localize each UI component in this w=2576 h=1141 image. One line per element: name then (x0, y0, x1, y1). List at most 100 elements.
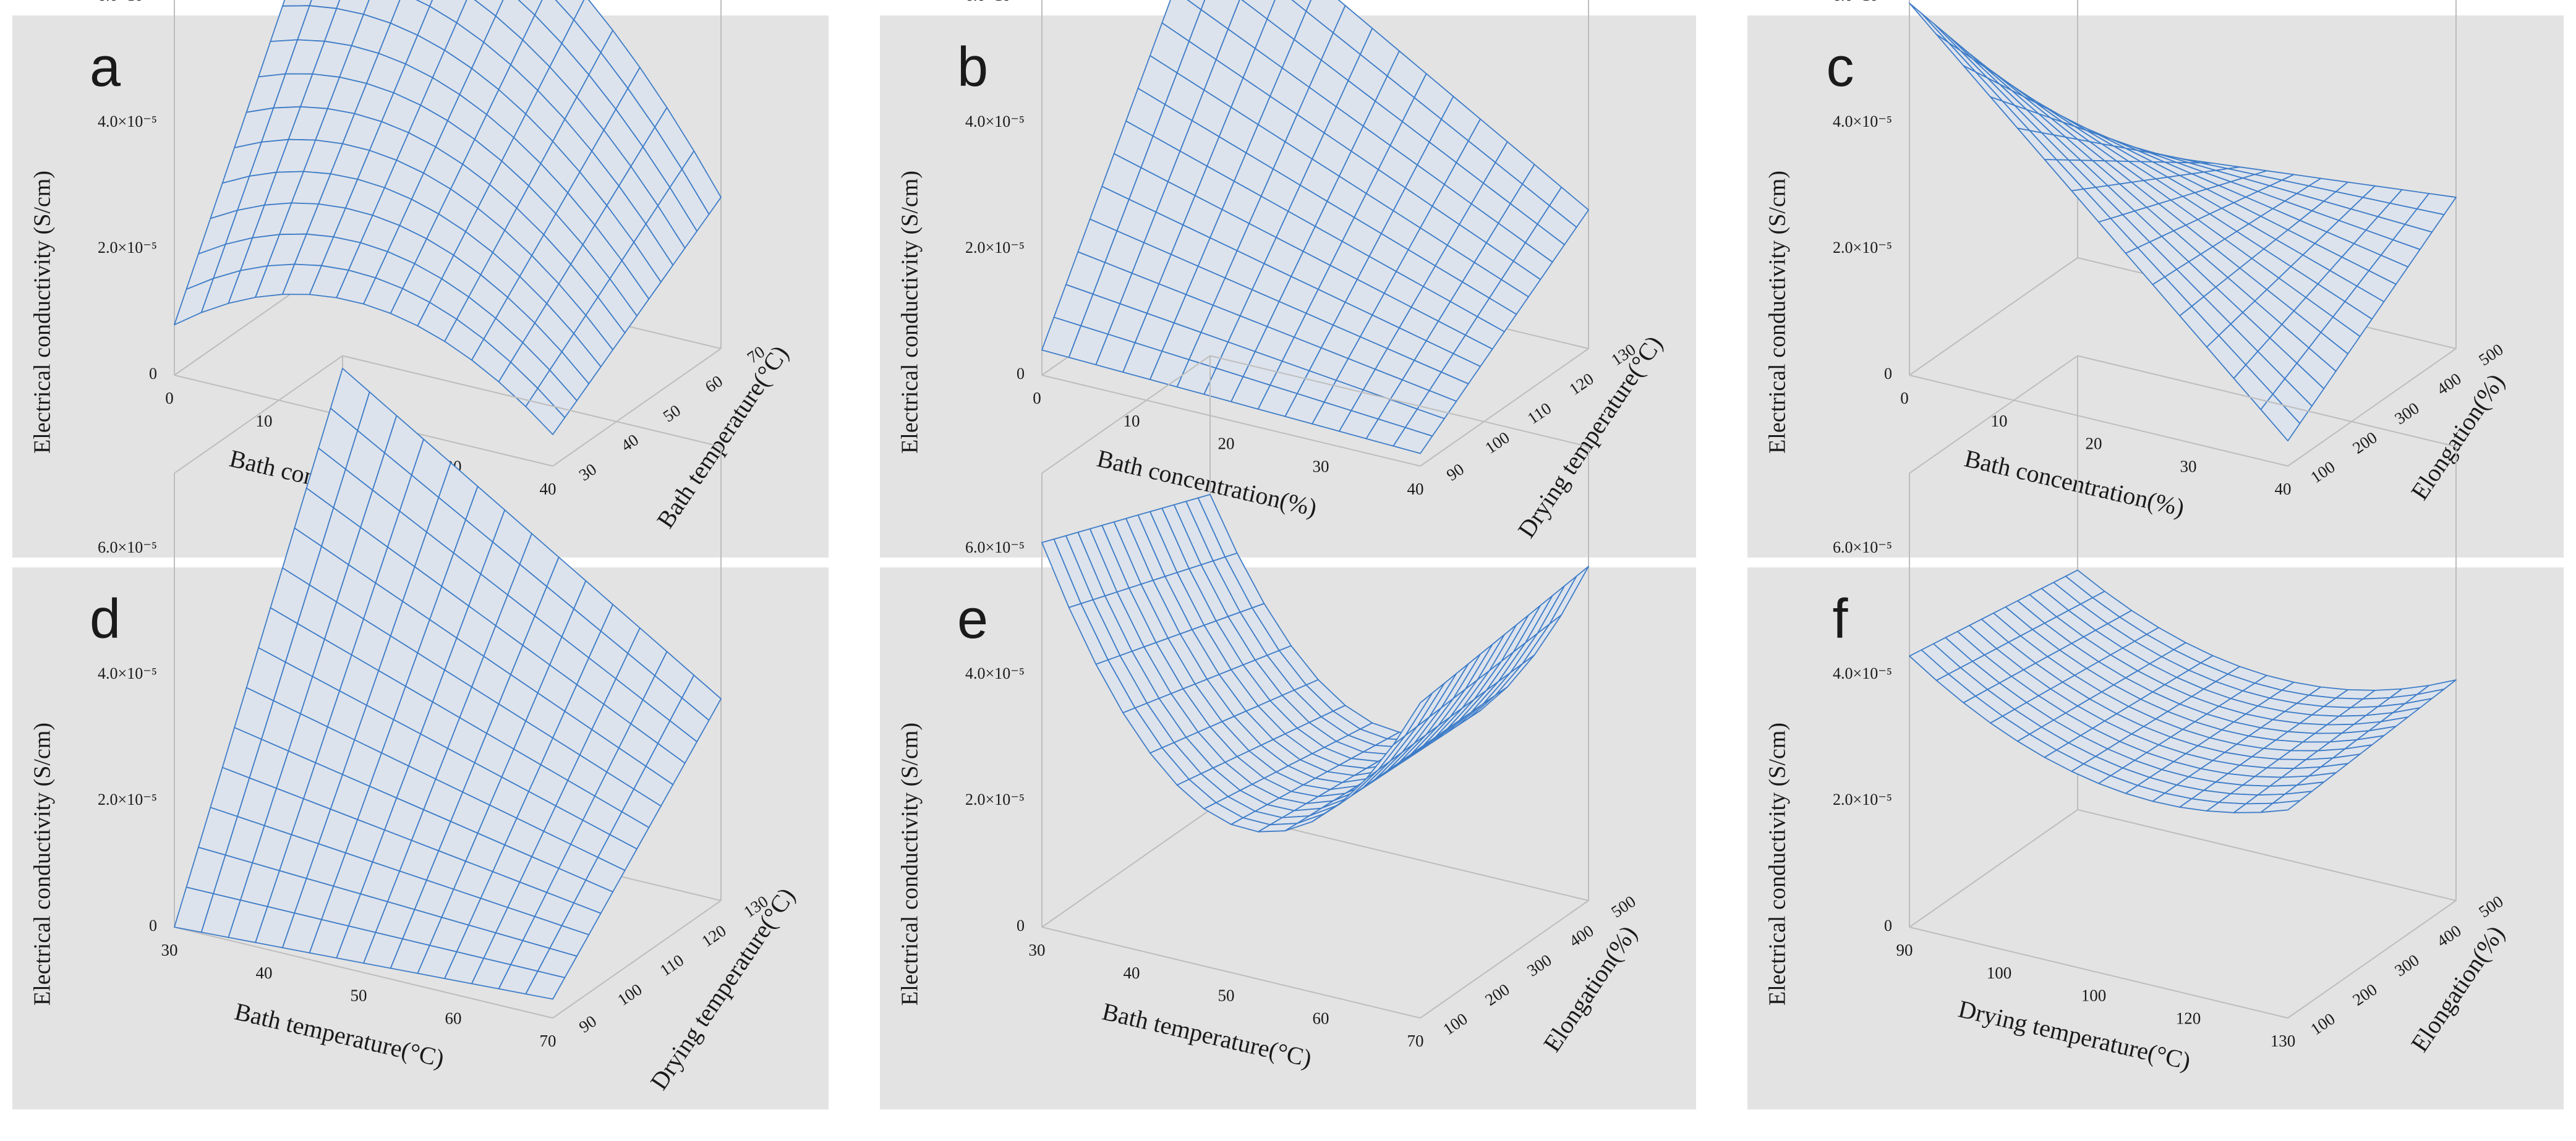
z-tick-label: 0 (1017, 365, 1025, 383)
z-tick-label: 6.0×10⁻⁵ (98, 0, 157, 4)
frame-edge (2287, 900, 2457, 1019)
x-tick-label: 130 (2271, 1032, 2296, 1050)
z-tick-label: 6.0×10⁻⁵ (965, 538, 1025, 556)
frame-edge (552, 348, 722, 467)
x-tick-label: 0 (165, 389, 174, 407)
surface-cell (1392, 692, 1433, 746)
z-tick-label: 4.0×10⁻⁵ (1833, 664, 1892, 682)
x-tick-label: 120 (2176, 1009, 2201, 1027)
frame-edge (2077, 809, 2457, 901)
x-tick-label: 40 (1407, 480, 1424, 498)
surface-cell (2260, 393, 2301, 442)
z-tick-label: 6.0×10⁻⁵ (1833, 538, 1892, 556)
frame-edge (552, 900, 722, 1019)
frame-edge (2287, 348, 2457, 467)
z-tick-label: 0 (1884, 917, 1892, 935)
z-axis-title: Electrical conductivity (S/cm) (897, 171, 923, 454)
x-tick-label: 40 (540, 480, 557, 498)
surface-mesh (1909, 569, 2457, 813)
x-tick-label: 60 (1313, 1009, 1329, 1027)
z-tick-label: 6.0×10⁻⁵ (965, 0, 1025, 4)
x-tick-label: 30 (1313, 457, 1329, 475)
chart-panel-a: 02.0×10⁻⁵4.0×10⁻⁵6.0×10⁻⁵010203040304050… (12, 0, 829, 558)
frame-edge (1420, 348, 1589, 467)
x-tick-label: 20 (1218, 435, 1235, 453)
surface-cell (525, 970, 566, 1000)
chart-panel-c: 02.0×10⁻⁵4.0×10⁻⁵6.0×10⁻⁵010203040100200… (1747, 0, 2564, 558)
surface-mesh (1041, 494, 1589, 833)
z-axis-title: Electrical conductivity (S/cm) (1765, 723, 1791, 1006)
x-tick-label: 30 (1029, 941, 1046, 959)
panel-letter: d (90, 588, 121, 650)
z-tick-label: 6.0×10⁻⁵ (1833, 0, 1892, 4)
x-tick-label: 50 (1218, 986, 1235, 1005)
frame-edge (1909, 927, 2288, 1019)
chart-panel-b: 02.0×10⁻⁵4.0×10⁻⁵6.0×10⁻⁵010203040901001… (880, 0, 1696, 558)
x-tick-label: 40 (2275, 480, 2292, 498)
z-tick-label: 2.0×10⁻⁵ (965, 791, 1025, 808)
panel-letter: f (1832, 588, 1848, 650)
z-axis-title: Electrical conductivity (S/cm) (897, 723, 923, 1006)
frame-edge (174, 927, 553, 1019)
z-tick-label: 2.0×10⁻⁵ (965, 239, 1025, 257)
z-tick-label: 4.0×10⁻⁵ (965, 112, 1025, 130)
panel-letter: a (90, 36, 121, 98)
surface-cell (525, 388, 566, 435)
z-tick-label: 4.0×10⁻⁵ (98, 112, 157, 130)
z-tick-label: 0 (149, 917, 157, 935)
z-tick-label: 6.0×10⁻⁵ (98, 538, 157, 556)
z-axis-title: Electrical conductivity (S/cm) (30, 723, 56, 1006)
x-tick-label: 70 (540, 1032, 557, 1050)
frame-edge (1909, 809, 2078, 928)
panel-letter: e (957, 588, 988, 650)
surface-mesh (1909, 2, 2457, 442)
frame-edge (1420, 900, 1589, 1019)
frame-edge (342, 355, 722, 447)
frame-edge (2077, 355, 2457, 447)
panel-letter: c (1827, 36, 1854, 98)
x-tick-label: 100 (1987, 964, 2012, 982)
x-tick-label: 100 (2081, 986, 2107, 1005)
z-tick-label: 2.0×10⁻⁵ (1833, 791, 1892, 808)
frame-edge (1209, 355, 1589, 447)
z-tick-label: 0 (149, 365, 157, 383)
frame-edge (1041, 927, 1421, 1019)
chart-panel-f: 02.0×10⁻⁵4.0×10⁻⁵6.0×10⁻⁵901001001201301… (1747, 355, 2564, 1109)
z-tick-label: 0 (1017, 917, 1025, 935)
surface-mesh (174, 368, 722, 1000)
x-tick-label: 70 (1407, 1032, 1424, 1050)
frame-edge (1909, 355, 2078, 474)
surface-cell (1392, 426, 1433, 454)
frame-edge (1909, 375, 2288, 467)
z-tick-label: 2.0×10⁻⁵ (98, 239, 157, 257)
z-axis-title: Electrical conductivity (S/cm) (1765, 171, 1791, 454)
chart-panel-d: 02.0×10⁻⁵4.0×10⁻⁵6.0×10⁻⁵304050607090100… (12, 355, 829, 1109)
panel-letter: b (957, 36, 988, 98)
z-tick-label: 4.0×10⁻⁵ (1833, 112, 1892, 130)
x-tick-label: 90 (1896, 941, 1913, 959)
x-tick-label: 30 (161, 941, 178, 959)
x-tick-label: 40 (256, 964, 273, 982)
frame-edge (1041, 375, 1421, 467)
frame-edge (1041, 809, 1211, 928)
x-tick-label: 50 (351, 986, 367, 1005)
surface-cell (2260, 800, 2301, 813)
z-tick-label: 2.0×10⁻⁵ (98, 791, 157, 808)
x-tick-label: 30 (2180, 457, 2197, 475)
surface-mesh (1041, 0, 1589, 454)
z-tick-label: 0 (1884, 365, 1892, 383)
z-tick-label: 4.0×10⁻⁵ (965, 664, 1025, 682)
frame-edge (1041, 355, 1211, 474)
z-tick-label: 2.0×10⁻⁵ (1833, 239, 1892, 257)
x-tick-label: 0 (1033, 389, 1041, 407)
x-tick-label: 40 (1124, 964, 1140, 982)
frame-edge (174, 355, 343, 474)
chart-panel-e: 02.0×10⁻⁵4.0×10⁻⁵6.0×10⁻⁵304050607010020… (880, 355, 1696, 1109)
z-tick-label: 4.0×10⁻⁵ (98, 664, 157, 682)
frame-edge (1909, 257, 2078, 376)
z-axis-title: Electrical conductivity (S/cm) (30, 171, 56, 454)
x-tick-label: 20 (2086, 435, 2102, 453)
surface-mesh (174, 0, 722, 435)
x-tick-label: 60 (445, 1009, 462, 1027)
